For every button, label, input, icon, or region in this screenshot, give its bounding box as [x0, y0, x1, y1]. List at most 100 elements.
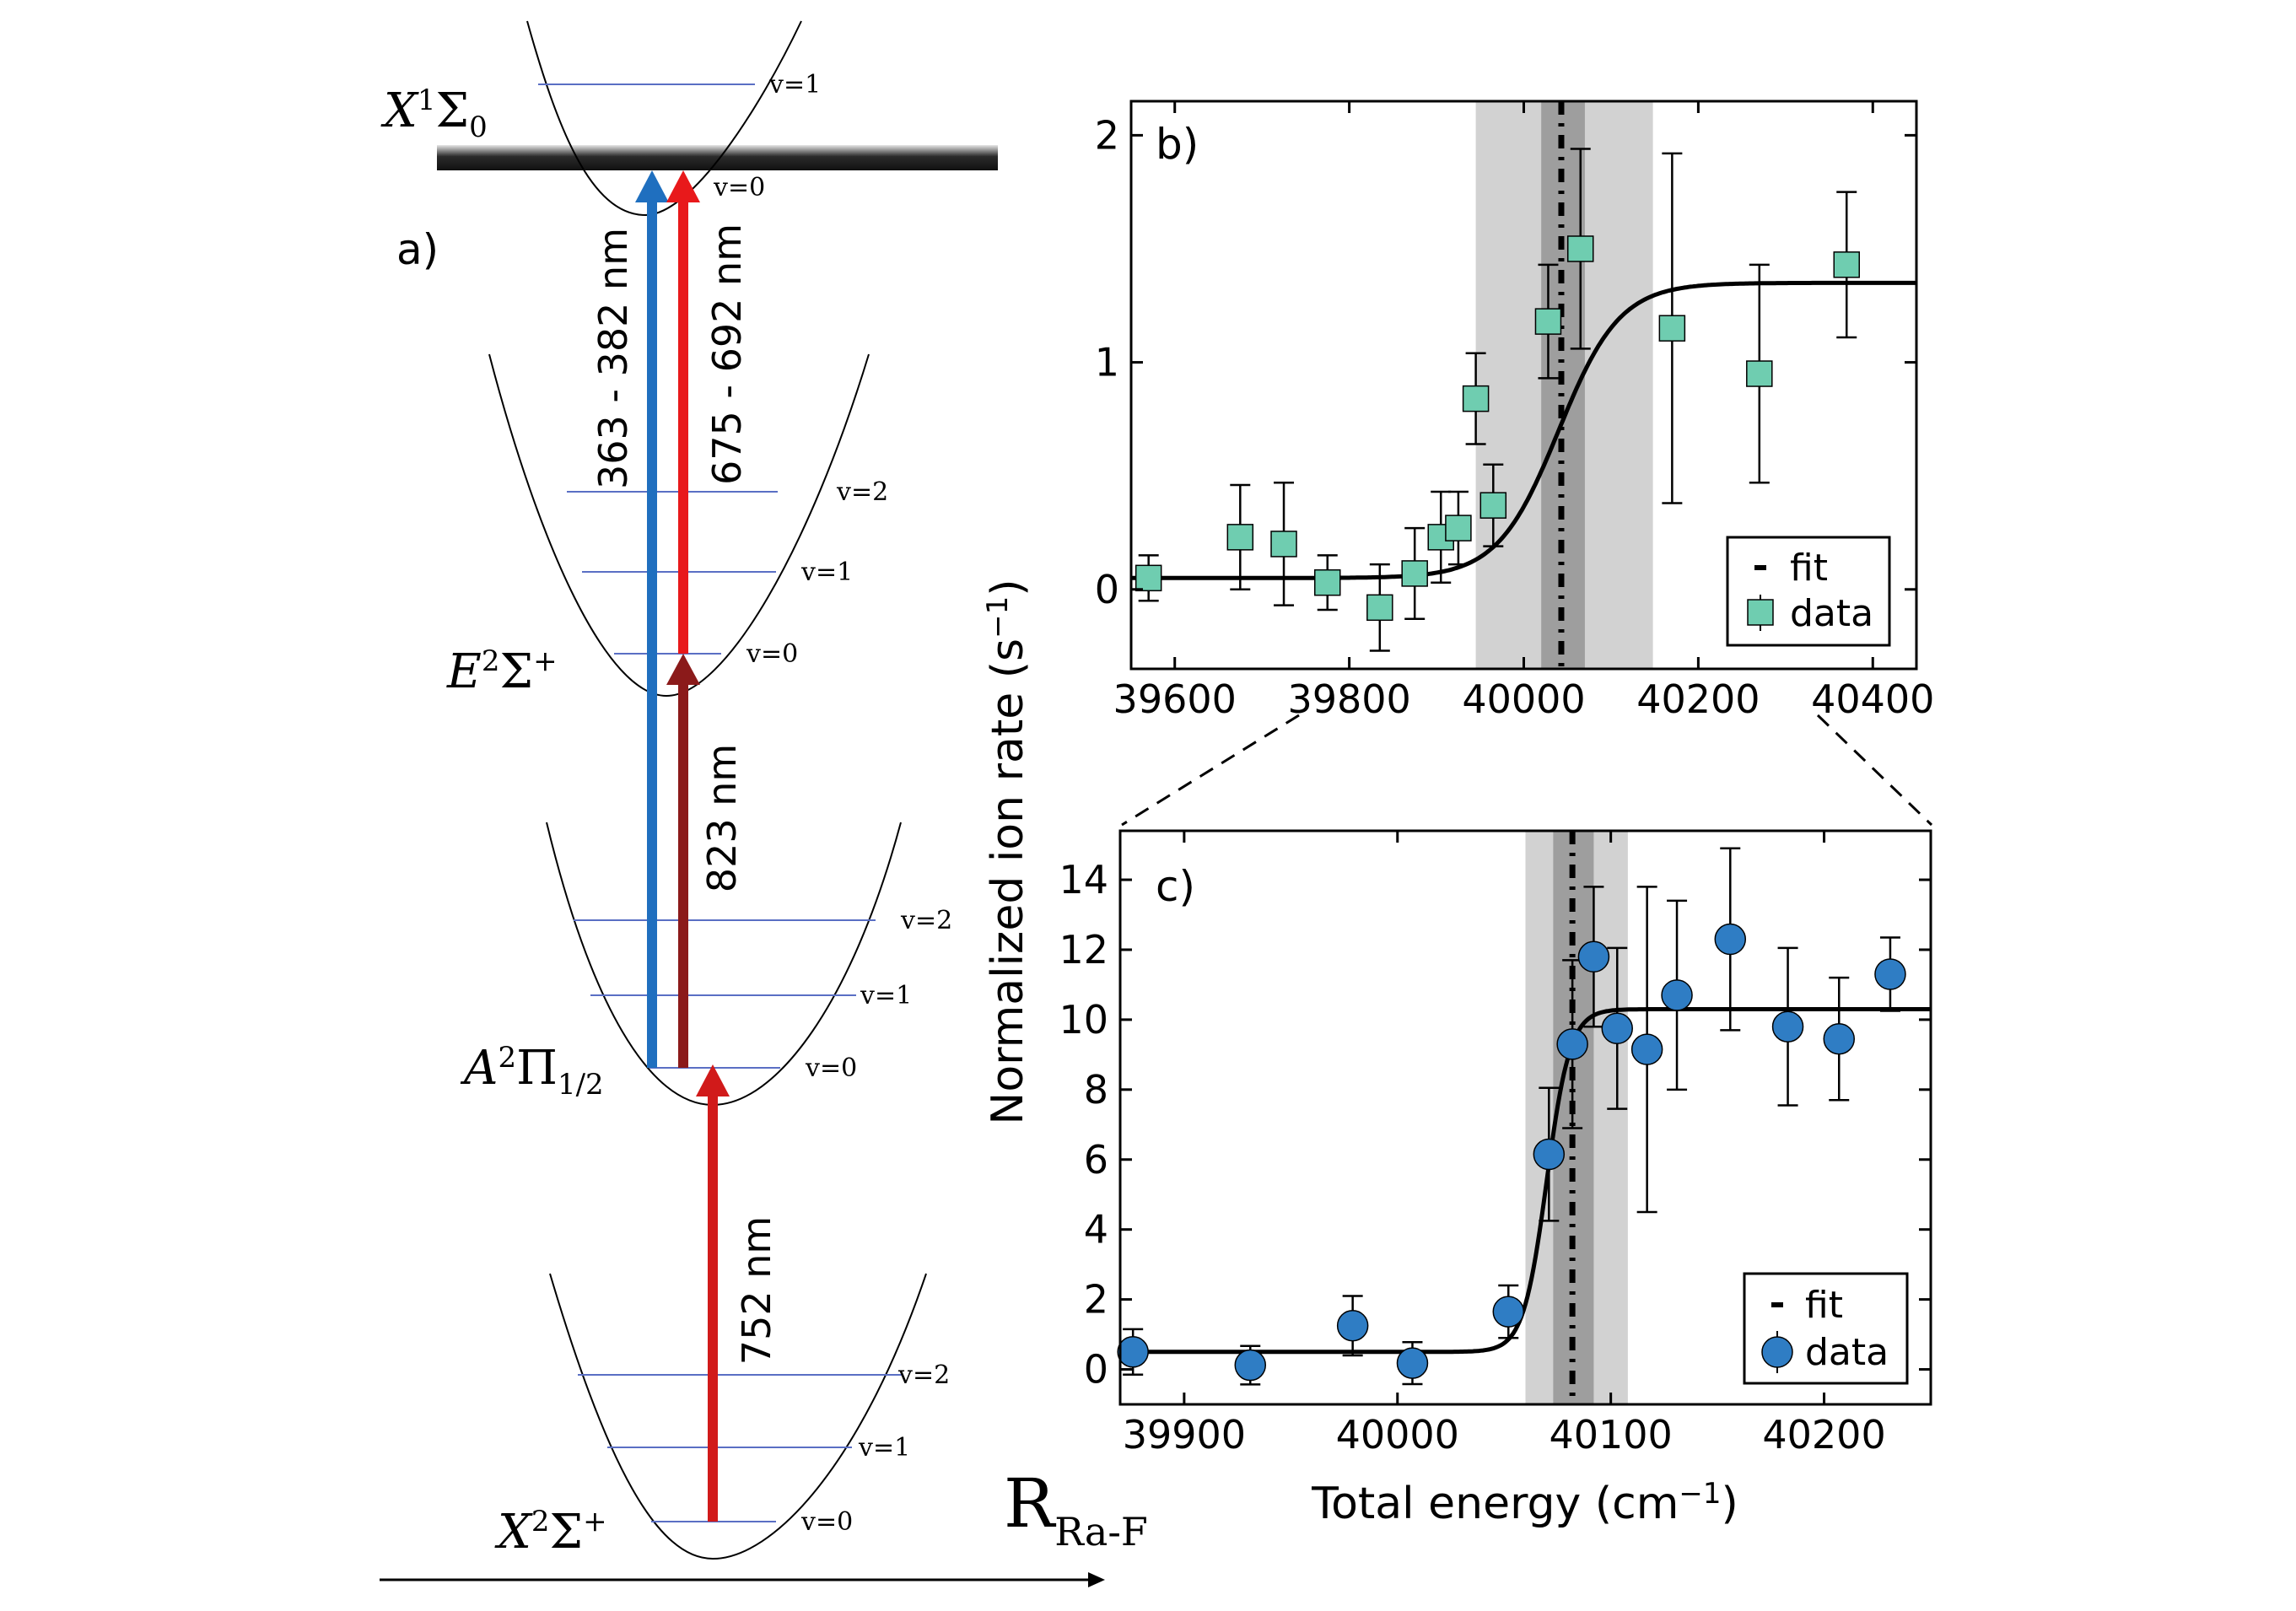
data-marker-circle — [1117, 1336, 1149, 1368]
label-752nm: 752 nm — [734, 1216, 779, 1365]
data-point — [1556, 959, 1588, 1129]
data-point — [1492, 1284, 1525, 1339]
y-tick-label: 14 — [1059, 857, 1108, 902]
data-point — [1534, 263, 1562, 380]
data-marker-circle — [1874, 958, 1906, 990]
y-tick-label: 12 — [1059, 927, 1108, 973]
vib-label-x1-v1: v=1 — [768, 70, 821, 100]
vib-label-e2-v0: v=0 — [746, 639, 798, 669]
x-axis-title: Total energy (cm−1) — [1311, 1477, 1738, 1529]
data-point — [1533, 1086, 1566, 1222]
data-point — [1833, 191, 1860, 339]
data-point — [1445, 490, 1472, 566]
zoom-line-right — [1816, 714, 1933, 827]
panel-c-label: c) — [1156, 862, 1195, 911]
label-675-692nm: 675 - 692 nm — [704, 224, 750, 485]
state-label-x1sigma0: X1Σ0 — [380, 84, 488, 144]
ionization-threshold-bar — [437, 145, 998, 170]
data-marker-square — [1746, 360, 1773, 387]
data-marker-circle — [1577, 940, 1610, 973]
data-marker-circle — [1601, 1012, 1633, 1045]
uncertainty-band-dark — [1553, 831, 1594, 1404]
data-point — [1601, 946, 1633, 1110]
legend-b-data: data — [1790, 592, 1873, 635]
label-823nm: 823 nm — [699, 744, 745, 892]
data-point — [1746, 263, 1773, 484]
vib-label-e2-v2: v=2 — [836, 477, 888, 507]
vib-label-x2-v0: v=0 — [800, 1507, 853, 1537]
x-tick-label: 40000 — [1462, 676, 1585, 722]
y-tick-label: 1 — [1095, 340, 1119, 385]
data-marker-square — [1401, 560, 1428, 587]
data-marker-circle — [1771, 1010, 1804, 1043]
vib-label-a2-v0: v=0 — [805, 1053, 857, 1083]
data-marker-circle — [1492, 1296, 1525, 1328]
state-label-e2sigma: E2Σ+ — [446, 644, 558, 699]
panel-b-label: b) — [1156, 120, 1199, 169]
y-tick-label: 8 — [1084, 1067, 1108, 1113]
data-marker-square — [1462, 385, 1490, 412]
legend-b-fit: fit — [1790, 547, 1828, 590]
panel-b-legend: fit data — [1726, 536, 1891, 647]
data-point — [1566, 148, 1594, 350]
arrow-363-382nm: 363 - 382 nm — [590, 170, 669, 1068]
y-tick-label: 0 — [1084, 1347, 1108, 1393]
x-tick-label: 40000 — [1336, 1412, 1459, 1457]
y-tick-label: 2 — [1084, 1277, 1108, 1323]
data-point — [1336, 1295, 1369, 1357]
data-point — [1117, 1328, 1149, 1377]
data-point — [1823, 976, 1856, 1102]
y-axis-title: Normalized ion rate (s−1) — [981, 579, 1033, 1124]
potential-x1sigma0: v=1 v=0 X1Σ0 — [380, 20, 821, 217]
y-tick-label: 2 — [1095, 112, 1119, 158]
state-label-x2sigma: X2Σ+ — [494, 1505, 607, 1560]
data-marker-circle — [1823, 1022, 1856, 1055]
vib-label-x2-v2: v=2 — [897, 1360, 950, 1390]
y-tick-label: 0 — [1095, 567, 1119, 612]
arrow-823nm: 823 nm — [666, 654, 745, 1068]
data-marker-square — [1833, 251, 1860, 278]
data-marker-square — [1135, 564, 1162, 592]
data-point — [1135, 554, 1162, 602]
data-marker-circle — [1630, 1033, 1663, 1065]
data-marker-circle — [1234, 1349, 1267, 1382]
data-point — [1874, 936, 1906, 1012]
data-marker-square — [1479, 492, 1507, 519]
x-tick-label: 39600 — [1113, 676, 1237, 722]
data-marker-square — [1270, 531, 1297, 558]
data-marker-circle — [1661, 979, 1693, 1011]
vib-label-x2-v1: v=1 — [858, 1433, 910, 1463]
arrow-752nm: 752 nm — [696, 1064, 779, 1522]
panel-a-label: a) — [396, 225, 439, 274]
data-point — [1401, 526, 1428, 621]
legend-c-data-swatch — [1761, 1336, 1793, 1368]
data-marker-square — [1658, 315, 1686, 342]
fit-curve — [1131, 280, 1916, 580]
vib-label-a2-v1: v=1 — [860, 981, 912, 1010]
state-label-a2pi: A2Π1/2 — [460, 1041, 604, 1102]
coordinate-axis: RRa-F — [380, 1464, 1148, 1587]
x-tick-label: 40100 — [1549, 1412, 1672, 1457]
x-tick-label: 40200 — [1762, 1412, 1885, 1457]
data-marker-circle — [1714, 923, 1747, 956]
legend-b-data-swatch — [1747, 599, 1774, 626]
arrow-675-692nm: 675 - 692 nm — [666, 170, 750, 654]
data-marker-square — [1314, 568, 1341, 596]
panel-c-legend: fit data — [1743, 1272, 1909, 1385]
y-tick-label: 6 — [1084, 1137, 1108, 1183]
coordinate-label: RRa-F — [1004, 1464, 1148, 1554]
y-tick-label: 10 — [1059, 997, 1108, 1043]
data-point — [1661, 899, 1693, 1091]
data-marker-square — [1445, 515, 1472, 541]
x-tick-label: 39800 — [1287, 676, 1410, 722]
potential-e2sigma: v=2 v=1 v=0 E2Σ+ — [446, 353, 888, 699]
label-363-382nm: 363 - 382 nm — [590, 228, 636, 489]
data-marker-square — [1534, 308, 1562, 335]
legend-c-fit: fit — [1805, 1284, 1843, 1327]
y-tick-label: 4 — [1084, 1207, 1108, 1253]
zoom-line-left — [1121, 714, 1300, 827]
x-tick-label: 39900 — [1123, 1412, 1246, 1457]
data-marker-circle — [1396, 1347, 1429, 1379]
chart-panel-b: 39600 39800 40000 40200 40400 0 1 2 b) fit data — [1095, 100, 1934, 722]
potential-x2sigma: v=2 v=1 v=0 X2Σ+ — [494, 1273, 950, 1560]
